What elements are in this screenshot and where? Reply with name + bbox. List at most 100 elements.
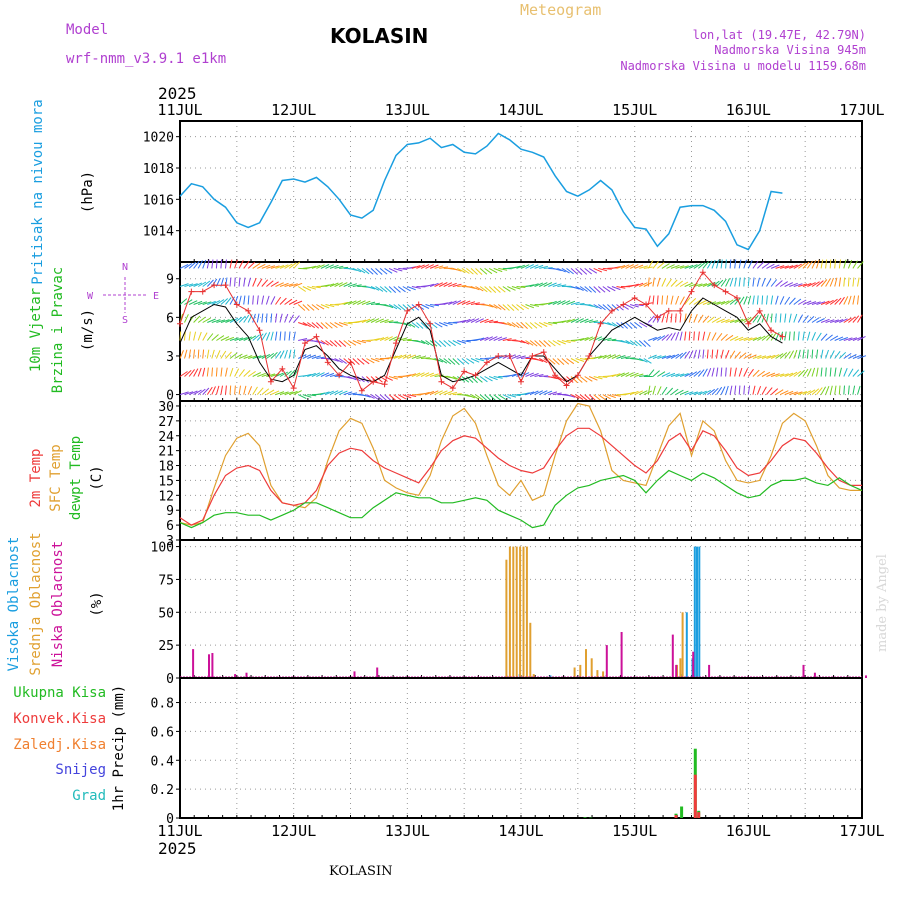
- wind-arrow: [748, 337, 757, 341]
- wind-arrow: [265, 332, 271, 341]
- wind-arrow: [470, 358, 480, 363]
- wind-arrow: [302, 394, 312, 398]
- wind-arrow: [698, 300, 707, 305]
- wind-arrow: [584, 268, 593, 275]
- wind-gust-marker: [392, 340, 399, 347]
- wind-arrow: [656, 386, 662, 395]
- wind-arrow: [647, 385, 651, 395]
- wind-arrow: [593, 355, 603, 359]
- wind-arrow: [434, 390, 443, 396]
- wind-arrow: [557, 376, 566, 382]
- wind-arrow: [479, 336, 489, 341]
- wind-arrow: [706, 331, 711, 341]
- wind-arrow: [457, 285, 467, 287]
- wind-arrow: [388, 304, 398, 310]
- wind-arrow: [852, 354, 862, 359]
- wind-arrow: [579, 394, 588, 401]
- wind-gust-marker: [472, 372, 479, 379]
- wind-arrow: [598, 267, 608, 272]
- pressure-panel: 1014 1016 1018 1020: [143, 120, 863, 263]
- cloud-panel: 0 25 50 75 100: [151, 539, 867, 687]
- precip-unit-label: 1hr Precip (mm): [111, 685, 127, 811]
- wind-arrow: [202, 259, 207, 269]
- wind-arrow: [593, 376, 603, 380]
- wind-gust-marker: [495, 352, 502, 359]
- wind-arrow: [288, 262, 297, 269]
- wind-arrow: [193, 300, 203, 305]
- wind-arrow: [320, 340, 329, 346]
- wind-arrow: [834, 259, 836, 269]
- wind-arrow: [520, 264, 530, 269]
- wind-arrow: [252, 295, 254, 305]
- wind-arrow: [457, 267, 466, 273]
- chart-title: Meteogram: [520, 1, 601, 19]
- wind-arrow: [366, 286, 376, 290]
- wind-arrow: [797, 331, 800, 341]
- wind-arrow: [306, 304, 315, 311]
- wind-arrow: [816, 280, 824, 287]
- wind-arrow: [352, 284, 362, 287]
- y-tick-label: 0.8: [151, 697, 174, 712]
- wind-arrow: [575, 318, 584, 323]
- wind-arrow: [666, 278, 672, 287]
- wind-arrow: [179, 371, 188, 377]
- wind-arrow: [666, 264, 675, 269]
- wind-arrow: [711, 317, 720, 323]
- wind-arrow: [729, 298, 738, 305]
- wind-arrow: [511, 354, 521, 359]
- wind-arrow: [311, 355, 321, 359]
- wind-arrow: [279, 297, 287, 305]
- wind-arrow: [193, 368, 199, 377]
- wind-arrow: [334, 282, 343, 287]
- wind-arrow: [548, 376, 558, 380]
- wind-arrow: [516, 340, 526, 344]
- wind-arrow: [198, 301, 207, 305]
- wind-arrow: [847, 385, 850, 395]
- wind-arrow: [256, 313, 260, 323]
- wind-arrow: [493, 376, 503, 379]
- x-axis-label-bottom: 12JUL: [271, 822, 316, 840]
- x-axis-label-bottom: 16JUL: [726, 822, 771, 840]
- wind-arrow: [784, 351, 791, 359]
- wind-arrow: [766, 333, 773, 341]
- wind-arrow: [738, 367, 743, 377]
- wind-gust-marker: [552, 372, 559, 379]
- wind-arrow: [797, 314, 804, 323]
- wind-arrow: [625, 304, 634, 309]
- wind-arrow: [361, 318, 371, 323]
- wind-arrow: [493, 304, 502, 310]
- wind-arrow: [493, 336, 503, 341]
- wind-arrow: [388, 336, 398, 341]
- wind-gust-marker: [654, 314, 661, 321]
- wind-arrow: [529, 304, 540, 307]
- wind-arrow: [375, 286, 384, 292]
- wind-arrow: [538, 358, 548, 364]
- wind-arrow: [193, 331, 197, 341]
- wind-arrow: [620, 340, 630, 345]
- wind-arrow: [770, 264, 780, 269]
- wind-arrow: [566, 318, 575, 323]
- wind-arrow: [566, 394, 576, 398]
- wind-arrow: [302, 304, 310, 311]
- wind-arrow: [420, 391, 430, 396]
- wind-arrow: [525, 340, 534, 346]
- y-tick-label: 9: [166, 504, 174, 519]
- wind-arrow: [320, 264, 330, 269]
- wind-arrow: [261, 279, 269, 287]
- wind-arrow: [838, 367, 842, 377]
- wind-arrow: [234, 259, 238, 269]
- y-tick-label: 100: [151, 541, 174, 556]
- wind-arrow: [788, 331, 791, 341]
- wind-arrow: [329, 282, 339, 287]
- wind-arrow: [825, 349, 829, 359]
- wind-arrow: [434, 340, 442, 347]
- wind-arrow: [670, 388, 679, 395]
- wind-arrow: [561, 267, 570, 274]
- wind-arrow: [470, 268, 478, 275]
- wind-arrow: [479, 394, 488, 401]
- wind-arrow: [534, 374, 544, 377]
- wind-arrow: [780, 373, 789, 377]
- wind-arrow: [325, 264, 334, 269]
- wind-arrow: [638, 340, 647, 347]
- wind-arrow: [384, 376, 393, 381]
